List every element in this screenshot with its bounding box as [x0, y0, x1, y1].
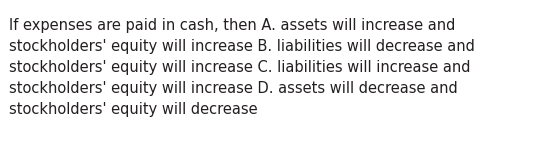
Text: If expenses are paid in cash, then A. assets will increase and
stockholders' equ: If expenses are paid in cash, then A. as…	[9, 18, 475, 117]
